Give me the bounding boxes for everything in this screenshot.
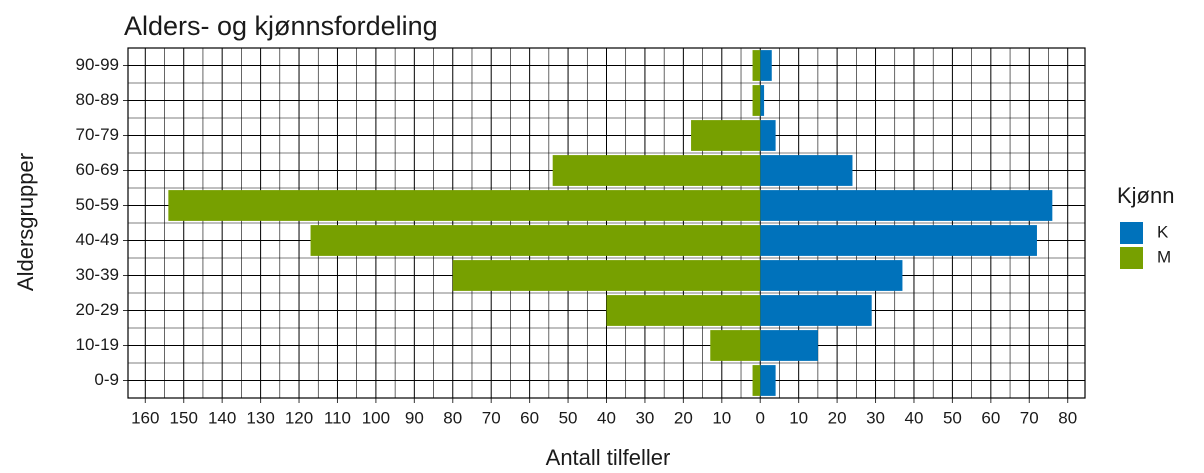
bar: [710, 330, 761, 361]
x-tick-label: 110: [324, 408, 351, 427]
y-tick-label: 10-19: [76, 335, 119, 354]
bar: [760, 190, 1053, 221]
bar: [760, 295, 872, 326]
legend-swatch: [1120, 247, 1143, 269]
bar: [760, 120, 776, 151]
chart-title: Alders- og kjønnsfordeling: [124, 11, 438, 41]
x-tick-label: 160: [131, 408, 159, 427]
bar: [752, 365, 761, 396]
bar: [552, 155, 761, 186]
y-tick-label: 90-99: [76, 55, 119, 74]
x-tick-label: 80: [1058, 408, 1077, 427]
y-tick-label: 60-69: [76, 160, 119, 179]
y-axis-label: Aldersgrupper: [13, 153, 38, 291]
bar: [452, 260, 761, 291]
x-tick-label: 20: [674, 408, 693, 427]
x-tick-label: 0: [756, 408, 765, 427]
x-tick-label: 140: [208, 408, 236, 427]
bar: [760, 50, 772, 81]
bar: [760, 330, 818, 361]
bar: [760, 365, 776, 396]
legend-swatch: [1120, 222, 1143, 244]
x-tick-label: 70: [482, 408, 501, 427]
bar: [752, 85, 761, 116]
x-tick-label: 120: [285, 408, 313, 427]
x-tick-label: 60: [520, 408, 539, 427]
x-tick-label: 80: [443, 408, 462, 427]
x-tick-label: 130: [246, 408, 274, 427]
bar: [760, 85, 765, 116]
x-tick-label: 50: [559, 408, 578, 427]
x-tick-label: 30: [866, 408, 885, 427]
x-tick-label: 30: [635, 408, 654, 427]
x-tick-label: 150: [170, 408, 198, 427]
bar: [691, 120, 761, 151]
bar: [760, 225, 1037, 256]
x-tick-label: 40: [597, 408, 616, 427]
x-tick-label: 100: [362, 408, 390, 427]
x-tick-label: 60: [981, 408, 1000, 427]
y-tick-label: 50-59: [76, 195, 119, 214]
y-tick-label: 0-9: [94, 370, 119, 389]
y-tick-label: 80-89: [76, 90, 119, 109]
y-tick-label: 20-29: [76, 300, 119, 319]
bar: [310, 225, 761, 256]
x-tick-label: 90: [405, 408, 424, 427]
x-axis-label: Antall tilfeller: [546, 445, 671, 470]
bar: [760, 155, 853, 186]
y-tick-label: 70-79: [76, 125, 119, 144]
x-tick-label: 70: [1020, 408, 1039, 427]
bar: [760, 260, 903, 291]
bar: [752, 50, 761, 81]
x-tick-label: 50: [943, 408, 962, 427]
legend-label: M: [1157, 247, 1171, 266]
x-tick-label: 20: [828, 408, 847, 427]
legend-title: Kjønn: [1117, 183, 1174, 208]
bar: [168, 190, 761, 221]
x-tick-label: 10: [789, 408, 808, 427]
plot-border: [127, 47, 1086, 399]
legend-label: K: [1157, 222, 1169, 241]
y-tick-label: 40-49: [76, 230, 119, 249]
x-tick-label: 10: [712, 408, 731, 427]
bar: [606, 295, 761, 326]
x-tick-label: 40: [905, 408, 924, 427]
y-tick-label: 30-39: [76, 265, 119, 284]
